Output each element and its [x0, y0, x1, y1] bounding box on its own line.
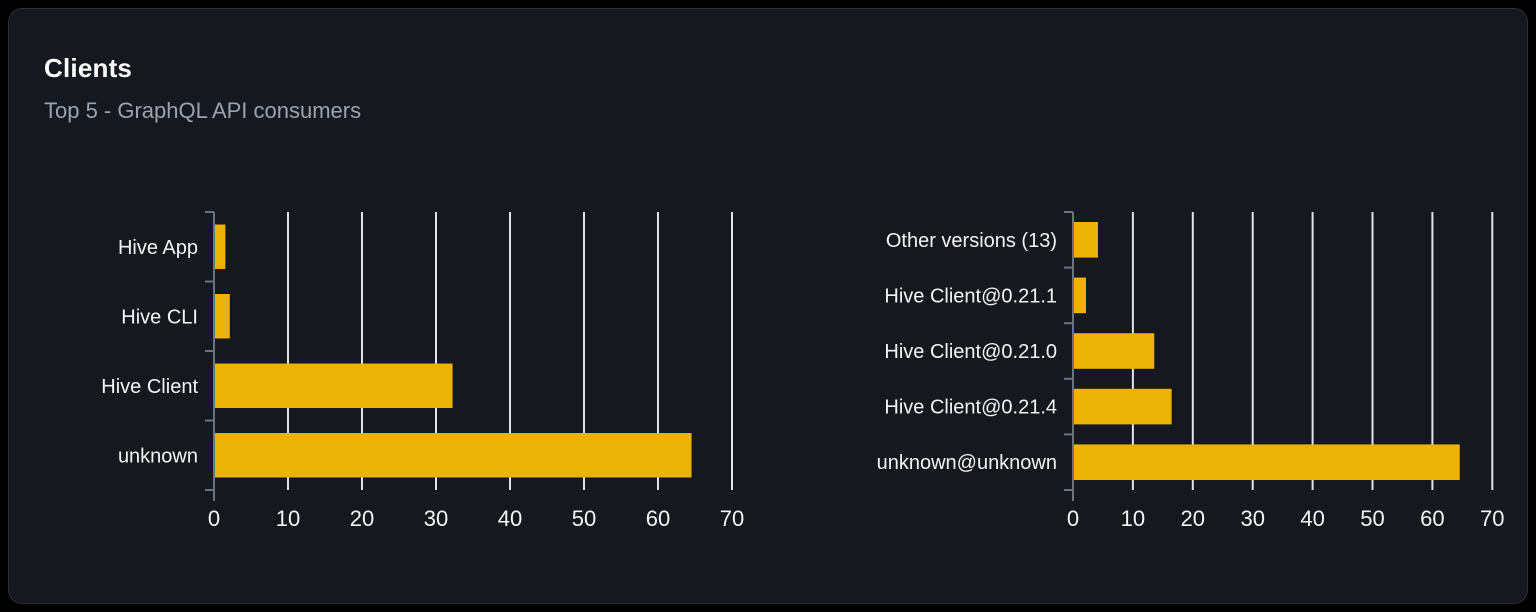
x-tick-label: 40 [1300, 506, 1324, 531]
client-versions-bar-chart: Other versions (13) Hive Client@0.21.1 Hiv… [877, 211, 1505, 531]
bar[interactable] [215, 224, 226, 269]
bar[interactable] [215, 363, 453, 408]
x-tick-label: 10 [1121, 506, 1145, 531]
category-label: Hive CLI [121, 306, 198, 328]
bar[interactable] [1074, 388, 1172, 425]
bar[interactable] [215, 433, 692, 478]
category-label: Hive Client@0.21.0 [884, 341, 1057, 363]
bar[interactable] [1074, 222, 1098, 258]
x-tick-label: 10 [276, 506, 300, 531]
x-tick-label: 50 [1360, 506, 1384, 531]
clients-card: Clients Top 5 - GraphQL API consumers Hi… [8, 8, 1528, 604]
x-tick-label: 0 [208, 506, 220, 531]
category-label: Hive App [118, 237, 198, 259]
category-label: Hive Client [101, 376, 198, 398]
category-label: Hive Client@0.21.4 [884, 397, 1057, 419]
x-tick-label: 70 [720, 506, 744, 531]
charts-row: Hive App Hive CLI Hive Client unknown 0 10 20 3… [9, 9, 1527, 603]
x-tick-label: 60 [646, 506, 670, 531]
category-label: Other versions (13) [886, 230, 1057, 252]
x-tick-label: 20 [1181, 506, 1205, 531]
bar[interactable] [1074, 333, 1155, 369]
card-header: Clients Top 5 - GraphQL API consumers [9, 9, 1527, 124]
x-tick-label: 40 [498, 506, 522, 531]
clients-bar-chart: Hive App Hive CLI Hive Client unknown 0 10 20 3… [101, 211, 744, 531]
card-title: Clients [44, 53, 133, 83]
x-tick-label: 70 [1480, 506, 1504, 531]
bar[interactable] [1074, 277, 1086, 314]
category-label: unknown@unknown [877, 452, 1057, 474]
x-tick-label: 50 [572, 506, 596, 531]
card-subtitle: Top 5 - GraphQL API consumers [44, 98, 362, 123]
x-tick-label: 0 [1067, 506, 1079, 531]
x-tick-label: 60 [1420, 506, 1444, 531]
category-label: Hive Client@0.21.1 [884, 285, 1057, 307]
x-tick-label: 30 [1240, 506, 1264, 531]
bar[interactable] [215, 294, 230, 339]
bar[interactable] [1074, 444, 1460, 480]
x-tick-label: 20 [350, 506, 374, 531]
x-tick-label: 30 [424, 506, 448, 531]
category-label: unknown [118, 445, 198, 467]
